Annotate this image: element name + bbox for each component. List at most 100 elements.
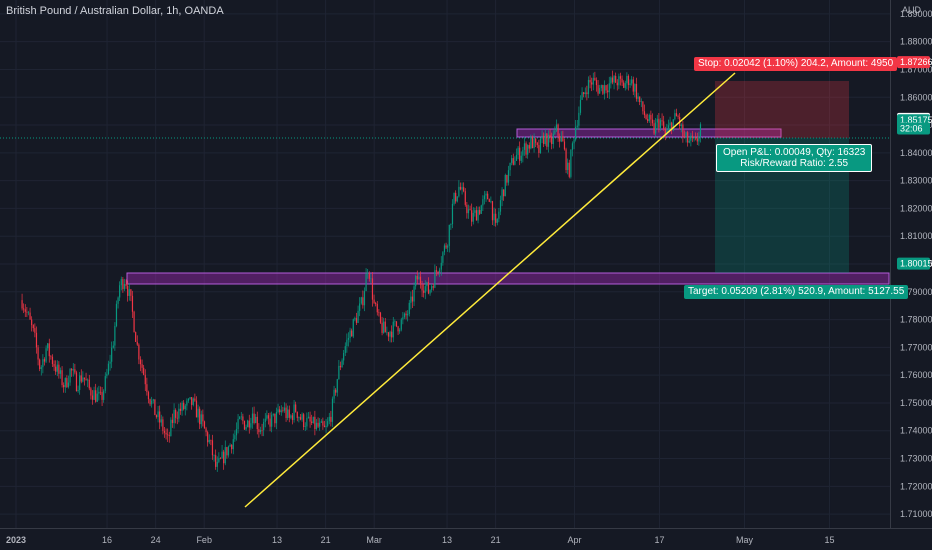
candle-up-body xyxy=(496,218,498,223)
candle-down-body xyxy=(53,364,55,367)
candle-down-body xyxy=(167,434,169,436)
candle-up-body xyxy=(688,140,690,143)
price-tick-label: 1.78000 xyxy=(900,315,932,325)
candle-up-body xyxy=(59,370,62,374)
candle-down-body xyxy=(642,101,644,112)
price-tick-label: 1.74000 xyxy=(900,426,932,436)
resistance-zone[interactable] xyxy=(516,128,782,138)
candle-up-body xyxy=(298,417,300,418)
candle-up-body xyxy=(400,319,402,330)
candle-up-body xyxy=(443,245,446,253)
candle-up-body xyxy=(266,415,268,419)
candle-up-body xyxy=(346,339,348,347)
candle-up-body xyxy=(483,195,486,200)
candle-up-body xyxy=(349,330,351,339)
candle-up-body xyxy=(325,425,327,428)
candle-up-body xyxy=(98,391,100,394)
candle-down-body xyxy=(677,116,679,118)
candle-up-body xyxy=(247,420,249,428)
candle-down-body xyxy=(34,328,36,333)
candle-up-body xyxy=(189,397,191,399)
candle-up-body xyxy=(560,136,562,142)
candle-up-body xyxy=(547,134,550,147)
candle-up-body xyxy=(128,289,130,296)
time-axis[interactable]: 2023 16 24 Feb 13 21 Mar 13 21 Apr 17 May 15 xyxy=(6,535,835,545)
candle-down-body xyxy=(543,135,545,144)
candle-down-body xyxy=(432,286,434,288)
trend-line[interactable] xyxy=(244,72,736,508)
price-axis[interactable]: 1.71000 1.72000 1.73000 1.74000 1.75000 1.760… xyxy=(900,9,932,519)
candle-down-body xyxy=(464,191,466,205)
candle-up-body xyxy=(624,83,626,88)
candle-up-body xyxy=(413,286,415,302)
price-tick-label: 1.81000 xyxy=(900,231,932,241)
support-zone[interactable] xyxy=(126,272,890,285)
candle-down-body xyxy=(683,136,686,137)
stop-label-badge[interactable]: Stop: 0.02042 (1.10%) 204.2, Amount: 495… xyxy=(694,57,898,71)
candle-down-body xyxy=(411,296,414,302)
candle-up-body xyxy=(554,130,556,134)
candle-up-body xyxy=(170,419,172,437)
candle-down-body xyxy=(285,407,287,418)
candle-up-body xyxy=(312,416,314,424)
candle-up-body xyxy=(669,122,671,126)
candle-up-body xyxy=(56,364,58,372)
candle-up-body xyxy=(578,112,580,126)
candle-down-body xyxy=(155,415,158,418)
candle-down-body xyxy=(469,209,471,211)
candle-down-body xyxy=(621,78,623,83)
candle-down-body xyxy=(191,397,193,405)
candle-down-body xyxy=(387,332,390,337)
candle-down-body xyxy=(525,143,527,155)
candle-up-body xyxy=(259,429,262,433)
risk-reward-text: Risk/Reward Ratio: 2.55 xyxy=(740,158,849,169)
candle-up-body xyxy=(331,398,334,422)
candle-down-body xyxy=(253,413,255,424)
candle-up-body xyxy=(184,405,186,410)
open-pnl-badge[interactable]: Open P&L: 0.00049, Qty: 16323 Risk/Rewar… xyxy=(716,144,873,172)
candle-up-body xyxy=(235,429,238,436)
candle-up-body xyxy=(157,411,159,418)
price-tick-label: 1.88000 xyxy=(900,37,932,47)
candle-down-body xyxy=(435,270,438,272)
candle-up-body xyxy=(490,201,492,202)
time-tick-label: Feb xyxy=(196,535,212,545)
candle-down-body xyxy=(203,421,206,429)
candle-down-body xyxy=(362,297,364,306)
candle-down-body xyxy=(176,417,178,419)
candle-up-body xyxy=(579,99,582,113)
candle-up-body xyxy=(699,124,702,137)
time-tick-label: Mar xyxy=(366,535,382,545)
candle-up-body xyxy=(338,365,340,380)
candle-up-body xyxy=(218,458,220,462)
candle-up-body xyxy=(45,348,47,362)
candle-down-body xyxy=(691,135,694,139)
candle-up-body xyxy=(227,446,230,456)
candle-up-body xyxy=(656,118,658,123)
candle-up-body xyxy=(587,79,590,95)
candle-up-body xyxy=(640,101,642,103)
candle-up-body xyxy=(40,367,42,370)
candle-up-body xyxy=(245,427,247,430)
candle-down-body xyxy=(258,429,260,433)
candle-down-body xyxy=(351,330,353,337)
candle-down-body xyxy=(135,332,137,342)
candle-up-body xyxy=(493,213,495,221)
candle-down-body xyxy=(471,210,473,222)
candle-up-body xyxy=(107,363,110,374)
candle-up-body xyxy=(575,126,577,140)
candle-down-body xyxy=(459,186,462,190)
candle-down-body xyxy=(650,114,652,120)
candle-down-body xyxy=(339,365,342,368)
time-tick-label: 13 xyxy=(272,535,282,545)
candle-down-body xyxy=(595,80,598,86)
candle-up-body xyxy=(600,85,602,89)
candle-down-body xyxy=(607,90,609,93)
candle-down-body xyxy=(141,364,143,368)
candle-up-body xyxy=(482,199,484,206)
stop-loss-zone[interactable] xyxy=(715,81,849,138)
candle-down-body xyxy=(26,311,28,313)
target-label-badge[interactable]: Target: 0.05209 (2.81%) 520.9, Amount: 5… xyxy=(684,285,909,299)
